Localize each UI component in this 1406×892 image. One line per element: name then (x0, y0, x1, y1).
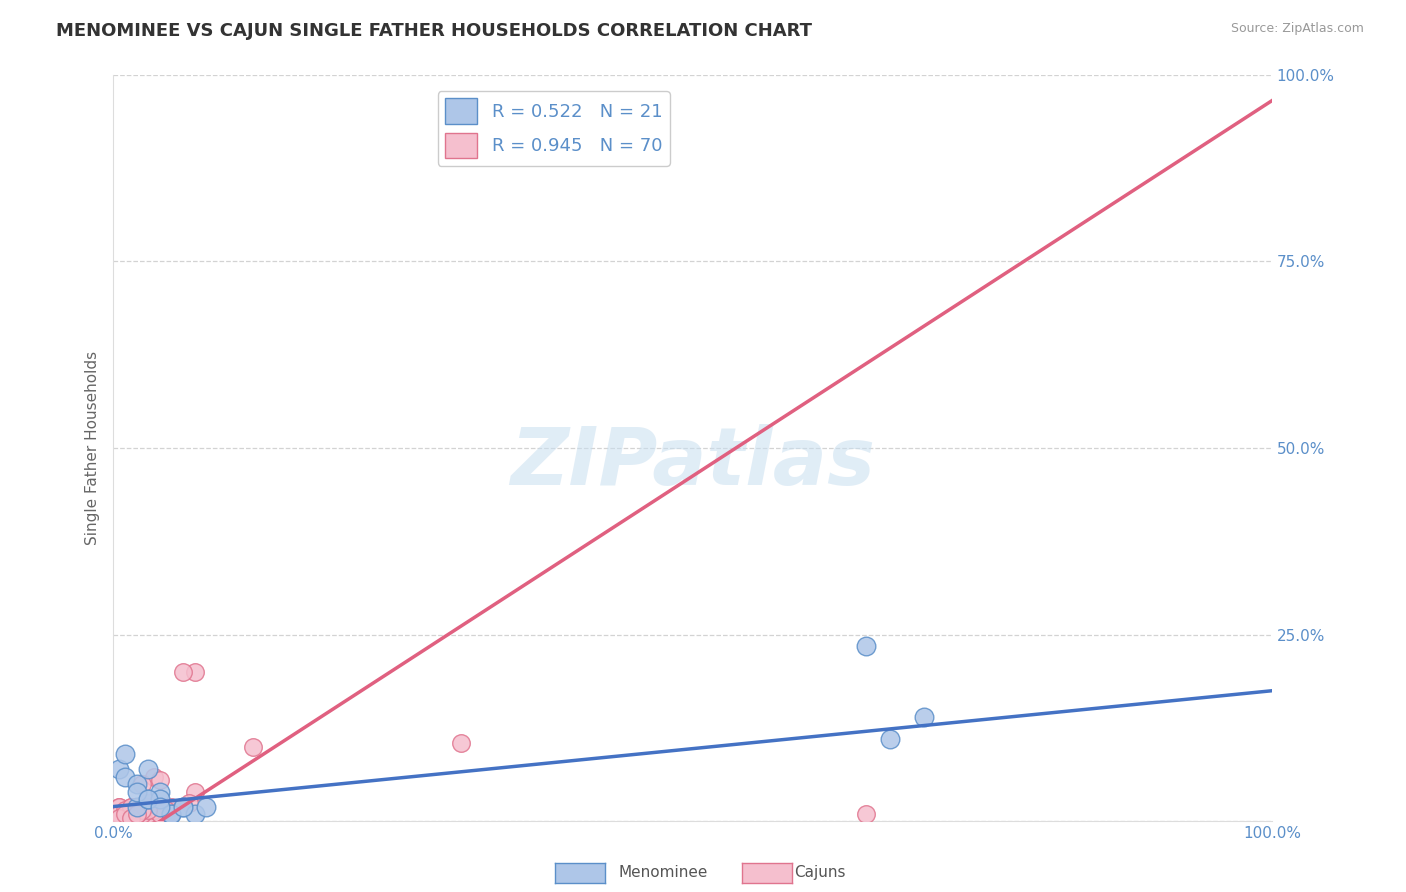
Point (450, 736, 472, 750)
Point (114, 803, 136, 817)
Point (131, 803, 153, 817)
Point (114, 803, 136, 817)
Point (149, 784, 172, 798)
Point (143, 803, 166, 817)
Point (160, 807, 183, 822)
Point (125, 803, 148, 817)
Point (120, 803, 142, 817)
Point (172, 799, 194, 814)
Point (120, 799, 142, 814)
Point (149, 773, 172, 788)
Point (108, 807, 131, 822)
Point (143, 803, 166, 817)
Point (155, 803, 177, 817)
Point (131, 803, 153, 817)
Point (143, 799, 166, 814)
Point (160, 803, 183, 817)
Point (114, 747, 136, 762)
Text: ZIPatlas: ZIPatlas (510, 424, 875, 502)
Point (136, 807, 159, 822)
Point (108, 811, 131, 825)
Point (114, 807, 136, 822)
Point (125, 799, 148, 814)
Point (131, 807, 153, 822)
Point (131, 777, 153, 791)
Point (108, 799, 131, 814)
Point (149, 799, 172, 814)
Point (172, 799, 194, 814)
Point (149, 807, 172, 822)
Point (114, 807, 136, 822)
Point (125, 777, 148, 791)
Point (136, 799, 159, 814)
Point (136, 792, 159, 806)
Point (108, 807, 131, 822)
Point (131, 807, 153, 822)
Point (195, 799, 218, 814)
Point (160, 799, 183, 814)
Point (136, 803, 159, 817)
Point (879, 732, 901, 747)
Point (143, 799, 166, 814)
Point (131, 803, 153, 817)
Point (108, 799, 131, 814)
Point (855, 639, 877, 653)
Point (160, 807, 183, 822)
Point (125, 784, 148, 798)
Point (143, 770, 166, 784)
Point (172, 665, 194, 679)
Point (177, 796, 200, 810)
Point (183, 665, 205, 679)
Point (149, 807, 172, 822)
Point (120, 807, 142, 822)
Point (149, 792, 172, 806)
Point (120, 811, 142, 825)
Text: MENOMINEE VS CAJUN SINGLE FATHER HOUSEHOLDS CORRELATION CHART: MENOMINEE VS CAJUN SINGLE FATHER HOUSEHO… (56, 22, 813, 40)
Point (120, 803, 142, 817)
Point (125, 807, 148, 822)
Point (136, 792, 159, 806)
Point (131, 807, 153, 822)
Point (125, 799, 148, 814)
Point (242, 739, 264, 754)
Point (108, 811, 131, 825)
Point (136, 762, 159, 776)
Point (131, 807, 153, 822)
Point (114, 807, 136, 822)
Point (136, 803, 159, 817)
Point (155, 799, 177, 814)
Text: Cajuns: Cajuns (794, 865, 846, 880)
Text: Source: ZipAtlas.com: Source: ZipAtlas.com (1230, 22, 1364, 36)
Point (125, 799, 148, 814)
Point (155, 807, 177, 822)
Point (136, 807, 159, 822)
Point (183, 807, 205, 822)
Point (108, 762, 131, 776)
Point (149, 803, 172, 817)
Point (120, 803, 142, 817)
Point (160, 807, 183, 822)
Point (125, 807, 148, 822)
Point (183, 784, 205, 798)
Point (125, 799, 148, 814)
Point (855, 807, 877, 822)
Point (149, 803, 172, 817)
Point (114, 807, 136, 822)
Point (912, 710, 935, 724)
Point (149, 799, 172, 814)
Point (136, 796, 159, 810)
Point (155, 807, 177, 822)
Point (125, 799, 148, 814)
Legend: R = 0.522   N = 21, R = 0.945   N = 70: R = 0.522 N = 21, R = 0.945 N = 70 (437, 91, 669, 166)
Point (114, 770, 136, 784)
Point (120, 811, 142, 825)
Text: Menominee: Menominee (619, 865, 709, 880)
Point (125, 807, 148, 822)
Point (143, 807, 166, 822)
Point (120, 799, 142, 814)
Point (114, 807, 136, 822)
Point (114, 803, 136, 817)
Y-axis label: Single Father Households: Single Father Households (86, 351, 100, 545)
